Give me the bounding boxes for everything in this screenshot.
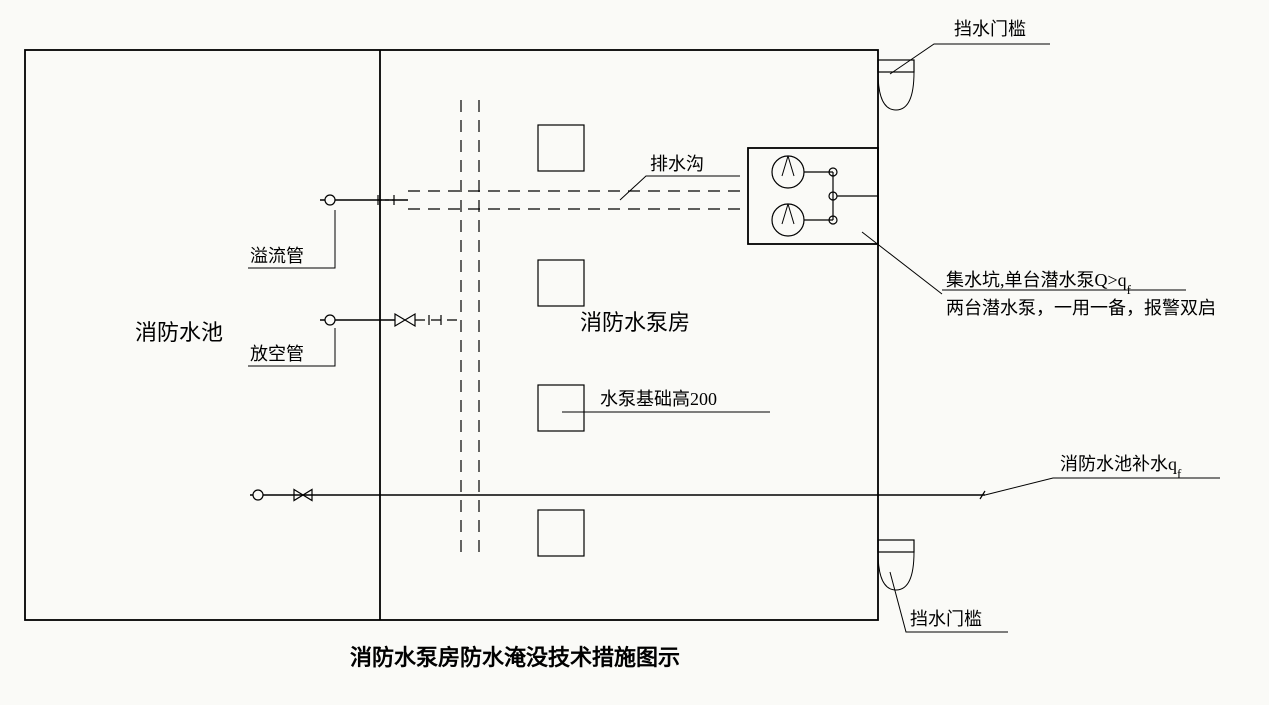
pump-base-0 [538, 125, 584, 171]
label-fire-tank: 消防水池 [135, 320, 223, 345]
label-makeup: 消防水池补水qf [1060, 454, 1182, 481]
label-pump-base: 水泵基础高200 [600, 389, 717, 409]
label-threshold-bot: 挡水门槛 [910, 609, 982, 629]
label-threshold-top: 挡水门槛 [954, 19, 1026, 39]
submersible-pump-0 [772, 156, 804, 188]
leader [862, 232, 942, 294]
label-drain-channel: 排水沟 [650, 154, 704, 174]
pump-base-2 [538, 385, 584, 431]
pump-base-3 [538, 510, 584, 556]
diagram-title: 消防水泵房防水淹没技术措施图示 [350, 645, 680, 670]
submersible-pump-1 [772, 204, 804, 236]
label-drain-pipe: 放空管 [250, 344, 304, 364]
label-sump-1: 集水坑,单台潜水泵Q>qf [946, 270, 1132, 297]
pump-base-1 [538, 260, 584, 306]
threshold-bot [878, 540, 914, 552]
leader [620, 176, 740, 200]
leader [985, 478, 1220, 495]
flood-protection-diagram: 消防水池消防水泵房挡水门槛挡水门槛排水沟溢流管放空管水泵基础高200集水坑,单台… [0, 0, 1269, 705]
label-overflow-pipe: 溢流管 [250, 246, 304, 266]
label-pump-room: 消防水泵房 [580, 310, 690, 335]
label-sump-2: 两台潜水泵，一用一备，报警双启 [946, 298, 1216, 318]
